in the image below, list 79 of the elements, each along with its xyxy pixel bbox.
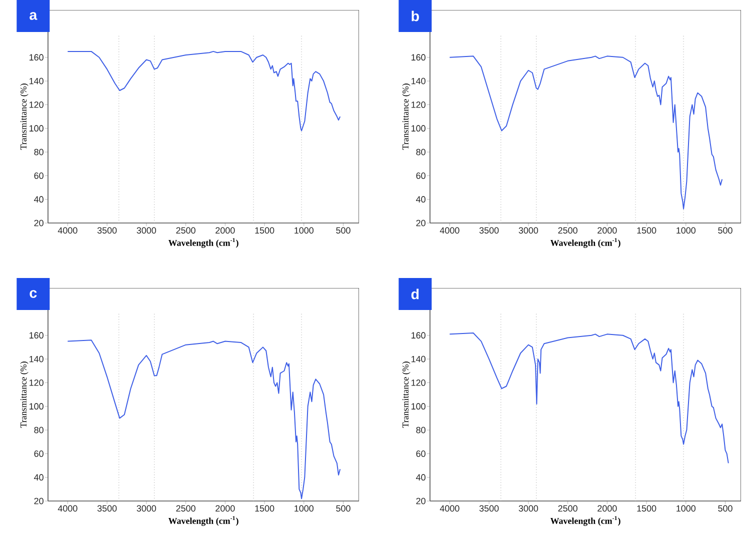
x-tick-label: 3000 bbox=[518, 227, 538, 234]
y-axis-title: Transmittance (%) bbox=[20, 84, 28, 150]
y-tick-label: 20 bbox=[34, 498, 44, 504]
y-tick-label: 40 bbox=[416, 474, 426, 481]
y-axis-title: Transmittance (%) bbox=[402, 84, 410, 150]
y-tick-label: 60 bbox=[416, 172, 426, 179]
x-axis-title: Wavelength (cm$^{-1}$) bbox=[550, 238, 620, 248]
y-tick-label: 40 bbox=[34, 474, 44, 481]
chart-title: d bbox=[411, 288, 419, 300]
x-axis-title: Wavelength (cm$^{-1}$) bbox=[550, 516, 620, 526]
y-tick-label: 140 bbox=[412, 78, 426, 84]
y-tick-label: 100 bbox=[30, 125, 44, 132]
x-tick-label: 3000 bbox=[136, 227, 156, 234]
x-tick-label: 3000 bbox=[518, 505, 538, 512]
x-tick-label: 1500 bbox=[637, 227, 656, 234]
x-tick-label: 500 bbox=[718, 227, 732, 234]
y-tick-label: 40 bbox=[34, 196, 44, 203]
x-axis-title: Wavelength (cm$^{-1}$) bbox=[168, 516, 238, 526]
x-tick-label: 3500 bbox=[97, 227, 117, 234]
x-tick-label: 4000 bbox=[58, 227, 78, 234]
x-tick-label: 4000 bbox=[440, 227, 460, 234]
x-tick-label: 3500 bbox=[479, 505, 499, 512]
y-tick-label: 80 bbox=[34, 148, 44, 156]
y-tick-label: 160 bbox=[412, 332, 426, 339]
x-tick-label: 2500 bbox=[176, 227, 196, 234]
x-tick-label: 2000 bbox=[216, 227, 235, 234]
x-tick-label: 1000 bbox=[294, 505, 314, 512]
y-tick-label: 160 bbox=[30, 332, 44, 339]
x-tick-label: 4000 bbox=[440, 505, 460, 512]
x-tick-label: 2000 bbox=[216, 505, 235, 512]
y-axis-title: Transmittance (%) bbox=[402, 362, 410, 428]
chart-title: a bbox=[30, 12, 38, 20]
y-tick-label: 80 bbox=[416, 148, 426, 156]
chart-title: b bbox=[412, 10, 419, 22]
x-axis-title: Wavelength (cm$^{-1}$) bbox=[168, 238, 238, 248]
x-tick-label: 500 bbox=[718, 505, 732, 512]
y-tick-label: 140 bbox=[412, 356, 426, 362]
x-tick-label: 1500 bbox=[255, 227, 274, 234]
x-tick-label: 2500 bbox=[176, 505, 196, 512]
x-tick-label: 4000 bbox=[58, 505, 78, 512]
x-tick-label: 3000 bbox=[136, 505, 156, 512]
line-series bbox=[449, 56, 723, 210]
y-tick-label: 100 bbox=[30, 403, 44, 410]
y-tick-label: 100 bbox=[412, 125, 426, 132]
y-tick-label: 40 bbox=[416, 196, 426, 203]
y-tick-label: 80 bbox=[416, 426, 426, 434]
x-tick-label: 1500 bbox=[637, 505, 656, 512]
x-tick-label: 500 bbox=[336, 227, 350, 234]
chart-title: c bbox=[30, 290, 37, 298]
x-tick-label: 2500 bbox=[558, 505, 578, 512]
x-tick-label: 3500 bbox=[479, 227, 499, 234]
y-tick-label: 120 bbox=[30, 380, 44, 386]
y-tick-label: 20 bbox=[416, 220, 426, 226]
x-tick-label: 1000 bbox=[676, 505, 696, 512]
y-tick-label: 120 bbox=[30, 102, 44, 108]
y-axis-title: Transmittance (%) bbox=[20, 362, 28, 428]
y-tick-label: 120 bbox=[412, 380, 426, 386]
x-tick-label: 2000 bbox=[598, 505, 617, 512]
y-tick-label: 100 bbox=[412, 403, 426, 410]
y-tick-label: 60 bbox=[416, 450, 426, 457]
y-tick-label: 120 bbox=[412, 102, 426, 108]
line-series bbox=[67, 50, 341, 132]
y-tick-label: 140 bbox=[30, 78, 44, 84]
x-tick-label: 2000 bbox=[598, 227, 617, 234]
x-tick-label: 500 bbox=[336, 505, 350, 512]
y-tick-label: 20 bbox=[416, 498, 426, 504]
y-tick-label: 60 bbox=[34, 450, 44, 457]
y-tick-label: 160 bbox=[412, 54, 426, 61]
y-tick-label: 20 bbox=[34, 220, 44, 226]
x-tick-label: 1500 bbox=[255, 505, 274, 512]
x-tick-label: 3500 bbox=[97, 505, 117, 512]
x-tick-label: 1000 bbox=[676, 227, 696, 234]
x-tick-label: 1000 bbox=[294, 227, 314, 234]
x-tick-label: 2500 bbox=[558, 227, 578, 234]
y-tick-label: 140 bbox=[30, 356, 44, 362]
line-series bbox=[67, 340, 341, 500]
y-tick-label: 160 bbox=[30, 54, 44, 61]
y-tick-label: 80 bbox=[34, 426, 44, 434]
y-tick-label: 60 bbox=[34, 172, 44, 179]
